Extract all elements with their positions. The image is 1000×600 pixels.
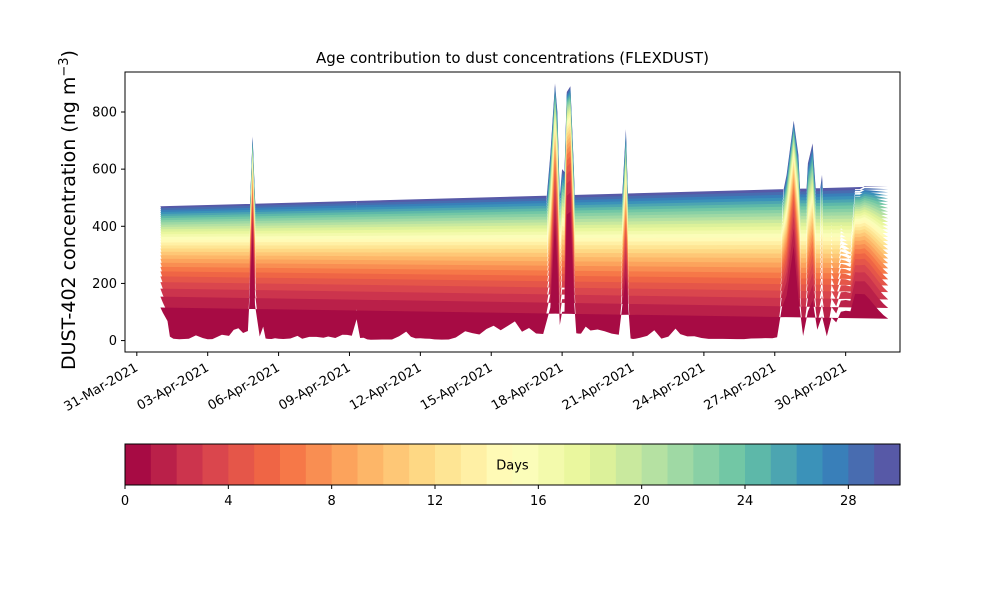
colorbar-cell bbox=[280, 444, 307, 485]
y-axis-label-close: ) bbox=[58, 50, 80, 57]
colorbar-cell bbox=[228, 444, 255, 485]
stacked-area-layer bbox=[160, 83, 889, 340]
colorbar-cell bbox=[150, 444, 178, 485]
colorbar-cell bbox=[357, 444, 384, 485]
y-tick-label: 800 bbox=[92, 106, 117, 121]
colorbar-tick-label: 24 bbox=[737, 494, 754, 509]
colorbar-tick-label: 12 bbox=[427, 494, 444, 509]
x-tick-label: 18-Apr-2021 bbox=[489, 360, 566, 413]
y-tick-label: 400 bbox=[92, 220, 117, 235]
colorbar-cell bbox=[564, 444, 591, 485]
y-tick-label: 600 bbox=[92, 163, 117, 178]
chart-title: Age contribution to dust concentrations … bbox=[316, 49, 709, 67]
colorbar-cell bbox=[719, 444, 746, 485]
colorbar-cell bbox=[331, 444, 359, 485]
y-tick-label: 200 bbox=[92, 277, 117, 292]
colorbar-cell bbox=[202, 444, 229, 485]
colorbar-cell bbox=[641, 444, 669, 485]
colorbar-cell bbox=[796, 444, 824, 485]
colorbar-cell bbox=[305, 444, 333, 485]
colorbar-tick-label: 28 bbox=[840, 494, 857, 509]
y-axis: 0 200 400 600 800 bbox=[92, 106, 125, 349]
colorbar-cell bbox=[460, 444, 488, 485]
colorbar-cell bbox=[125, 444, 152, 485]
age-band-2 bbox=[160, 180, 889, 339]
colorbar-tick-label: 8 bbox=[328, 494, 336, 509]
age-band-0 bbox=[160, 211, 889, 340]
colorbar-tick-label: 4 bbox=[224, 494, 232, 509]
colorbar-cell bbox=[486, 444, 514, 485]
colorbar: 0 4 8 12 16 20 24 28 bbox=[121, 443, 901, 509]
colorbar-cell bbox=[848, 444, 875, 485]
axes-frame bbox=[124, 71, 901, 353]
colorbar-cell bbox=[745, 444, 772, 485]
x-tick-label: 27-Apr-2021 bbox=[702, 360, 779, 413]
colorbar-cell bbox=[667, 444, 694, 485]
y-axis-label-main: DUST-402 concentration (ng m bbox=[58, 77, 80, 370]
x-tick-label: 09-Apr-2021 bbox=[276, 360, 353, 413]
y-tick-label: 0 bbox=[109, 334, 117, 349]
colorbar-cell bbox=[615, 444, 643, 485]
colorbar-tick-label: 0 bbox=[121, 494, 129, 509]
x-tick-label: 30-Apr-2021 bbox=[773, 360, 850, 413]
colorbar-cell bbox=[512, 444, 539, 485]
x-tick-label: 06-Apr-2021 bbox=[205, 360, 282, 413]
x-tick-label: 12-Apr-2021 bbox=[347, 360, 424, 413]
colorbar-cell bbox=[409, 444, 436, 485]
colorbar-label: Days bbox=[496, 459, 529, 474]
colorbar-cell bbox=[590, 444, 617, 485]
x-tick-label: 15-Apr-2021 bbox=[418, 360, 495, 413]
colorbar-cell bbox=[822, 444, 849, 485]
age-band-1 bbox=[160, 192, 889, 340]
y-axis-label-superscript: −3 bbox=[57, 57, 72, 76]
colorbar-tick-label: 16 bbox=[530, 494, 547, 509]
y-axis-label: DUST-402 concentration (ng m−3) bbox=[57, 50, 81, 370]
x-tick-label: 24-Apr-2021 bbox=[631, 360, 708, 413]
colorbar-cell bbox=[693, 444, 720, 485]
colorbar-cell bbox=[254, 444, 281, 485]
colorbar-cell bbox=[435, 444, 462, 485]
x-axis: 31-Mar-202103-Apr-202106-Apr-202109-Apr-… bbox=[62, 352, 850, 415]
colorbar-cell bbox=[538, 444, 565, 485]
colorbar-tick-label: 20 bbox=[633, 494, 650, 509]
colorbar-cell bbox=[176, 444, 204, 485]
x-tick-label: 03-Apr-2021 bbox=[135, 360, 212, 413]
x-tick-label: 21-Apr-2021 bbox=[560, 360, 637, 413]
colorbar-frame bbox=[124, 443, 901, 486]
colorbar-cell bbox=[383, 444, 410, 485]
colorbar-cell bbox=[874, 444, 901, 485]
colorbar-cell bbox=[770, 444, 798, 485]
